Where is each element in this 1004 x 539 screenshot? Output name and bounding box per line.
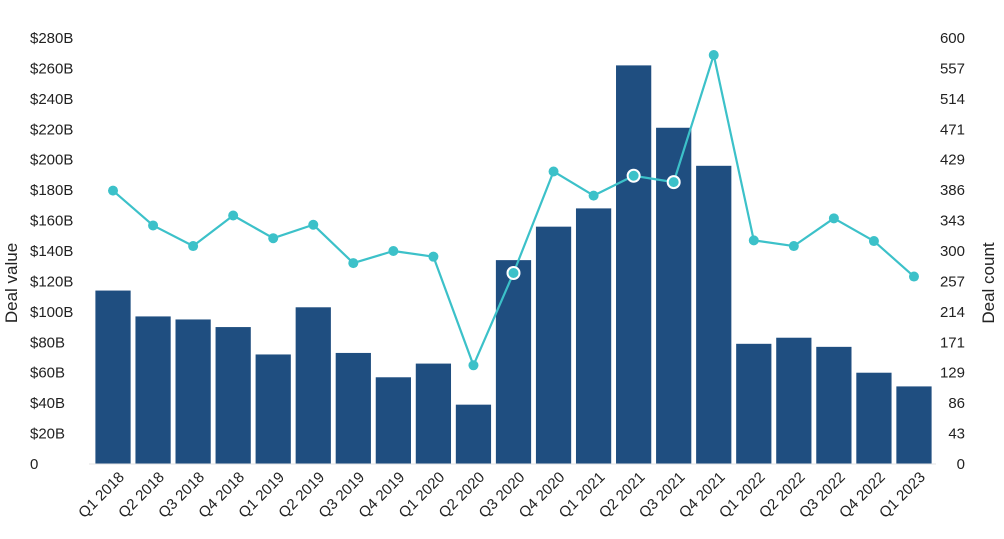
bar (295, 307, 331, 464)
bar (575, 208, 612, 464)
y-left-tick-label: $100B (30, 304, 73, 321)
bar (696, 165, 732, 465)
y-left-tick-label: $120B (30, 273, 73, 290)
y-right-tick-label: 557 (940, 60, 965, 77)
y-right-tick-label: 600 (940, 30, 965, 47)
bar (455, 404, 492, 464)
line-point (468, 360, 479, 371)
line-series (108, 50, 919, 371)
y-right-tick-label: 0 (957, 456, 965, 473)
y-left-tick-label: $40B (30, 395, 65, 412)
bar (215, 327, 251, 464)
bar (776, 337, 812, 464)
y-right-tick-label: 514 (940, 91, 965, 108)
line-point (708, 50, 719, 61)
line-point (428, 251, 439, 262)
line-point (188, 241, 199, 252)
y-right-axis-title: Deal count (979, 242, 998, 324)
bar (816, 346, 852, 464)
line-point (268, 233, 279, 244)
y-right-tick-label: 343 (940, 213, 965, 230)
bar (135, 316, 171, 464)
bar (255, 354, 291, 464)
line-point (666, 175, 681, 190)
bar (856, 372, 892, 464)
bar (616, 65, 652, 464)
line-point (348, 258, 359, 269)
y-left-tick-label: $60B (30, 365, 65, 382)
bar-series (95, 65, 932, 465)
y-right-tick-label: 386 (940, 182, 965, 199)
y-left-tick-label: $80B (30, 334, 65, 351)
bar (896, 386, 932, 464)
bar (415, 363, 452, 464)
y-right-tick-label: 171 (940, 334, 965, 351)
bar (375, 377, 411, 464)
y-left-tick-label: $280B (30, 30, 73, 47)
y-right-tick-label: 129 (940, 365, 965, 382)
bar (736, 343, 772, 464)
y-left-tick-label: 0 (30, 456, 38, 473)
bar (495, 260, 532, 464)
y-right-tick-label: 257 (940, 273, 965, 290)
y-right-tick-label: 471 (940, 121, 965, 138)
line-point (588, 190, 599, 201)
line-point (788, 241, 799, 252)
y-left-tick-label: $260B (30, 60, 73, 77)
y-right-tick-label: 86 (948, 395, 965, 412)
line-point (506, 266, 521, 281)
y-left-tick-label: $200B (30, 152, 73, 169)
y-right-tick-label: 300 (940, 243, 965, 260)
line-point (108, 185, 119, 196)
y-left-tick-label: $140B (30, 243, 73, 260)
y-right-tick-label: 214 (940, 304, 965, 321)
line-point (748, 235, 759, 246)
line-point (908, 271, 919, 282)
axes: 0 $20B $40B $60B $80B $100B $120B $140B $160B $18… (2, 30, 998, 522)
y-left-tick-label: $220B (30, 121, 73, 138)
y-left-tick-label: $180B (30, 182, 73, 199)
line-point (868, 236, 879, 247)
line-point (626, 168, 641, 183)
line-point (828, 213, 839, 224)
bar (95, 290, 131, 464)
y-left-axis-title: Deal value (2, 243, 21, 323)
line-point (548, 166, 559, 177)
bar (335, 352, 371, 464)
bar (535, 226, 572, 464)
y-left-tick-label: $160B (30, 213, 73, 230)
line-point (148, 220, 159, 231)
y-right-tick-label: 43 (948, 426, 965, 443)
y-left-tick-label: $20B (30, 426, 65, 443)
y-right-tick-label: 429 (940, 152, 965, 169)
line-point (308, 219, 319, 230)
line-point (228, 210, 239, 221)
line-point (388, 246, 399, 256)
bar (175, 319, 211, 464)
y-left-tick-label: $240B (30, 91, 73, 108)
